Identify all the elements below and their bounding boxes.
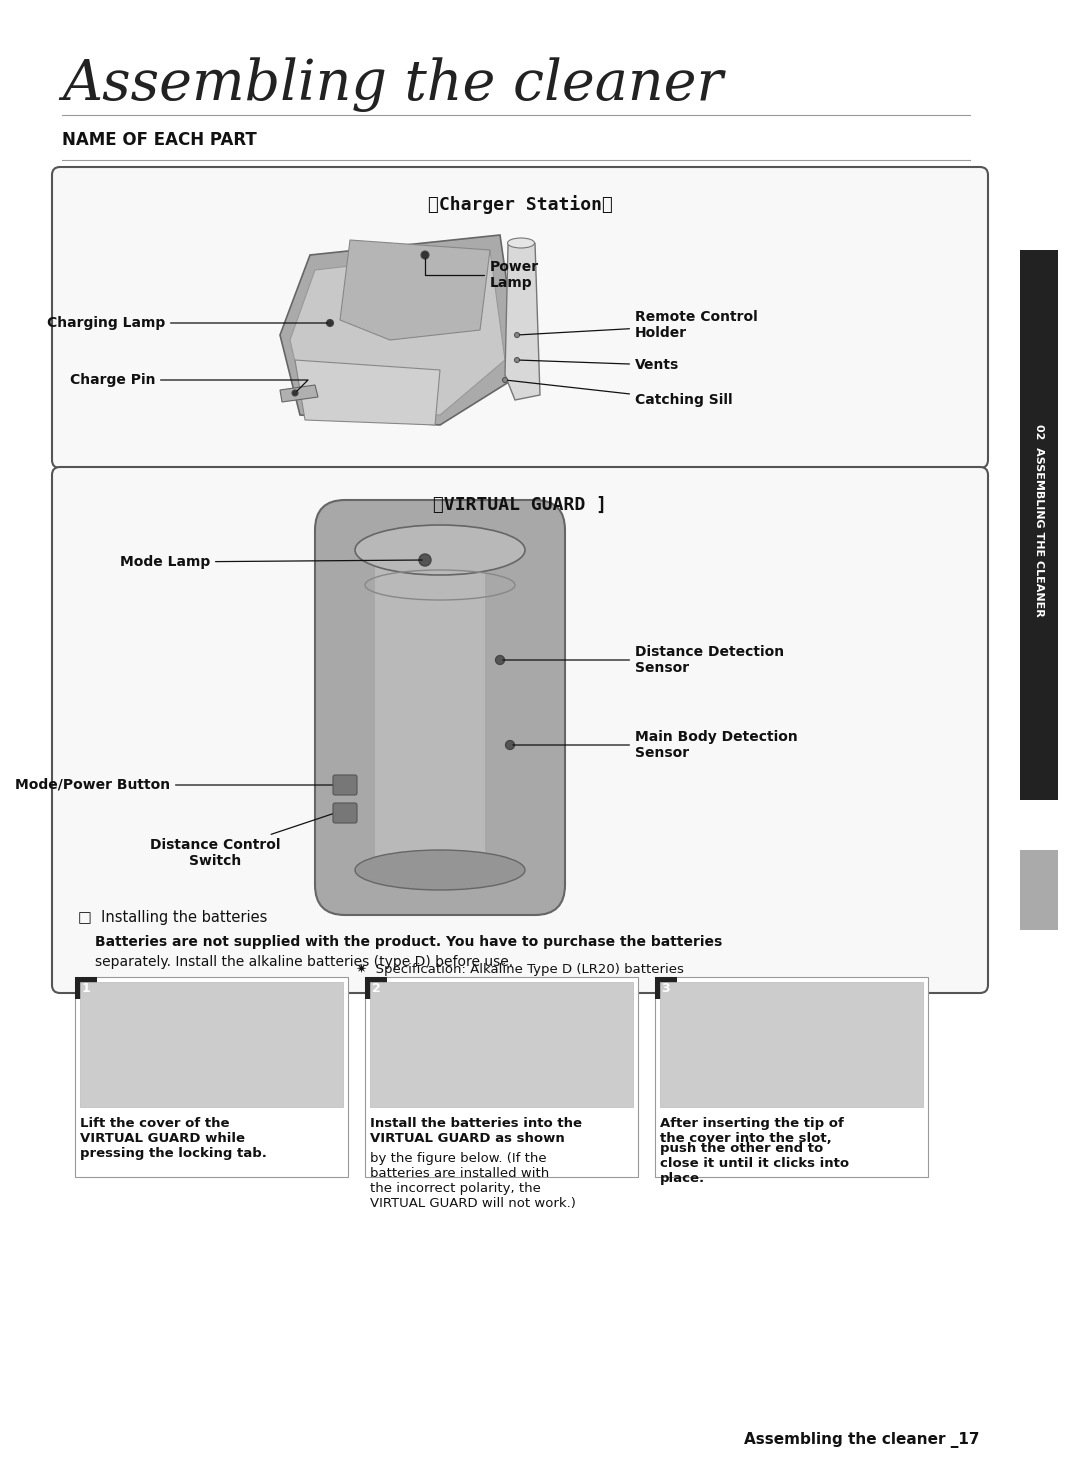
Bar bbox=[75, 977, 97, 999]
Text: Install the batteries into the
VIRTUAL GUARD as shown: Install the batteries into the VIRTUAL G… bbox=[370, 1117, 582, 1145]
Ellipse shape bbox=[514, 358, 519, 363]
Text: Main Body Detection
Sensor: Main Body Detection Sensor bbox=[513, 730, 798, 760]
Text: ⅡCharger StationⅡ: ⅡCharger StationⅡ bbox=[428, 196, 612, 215]
Text: by the figure below. (If the
batteries are installed with
the incorrect polarity: by the figure below. (If the batteries a… bbox=[370, 1152, 576, 1211]
Polygon shape bbox=[340, 240, 490, 341]
Bar bbox=[80, 982, 343, 1107]
Text: Charging Lamp: Charging Lamp bbox=[46, 316, 327, 330]
Ellipse shape bbox=[505, 740, 514, 750]
Text: Distance Control
Switch: Distance Control Switch bbox=[150, 814, 333, 868]
Bar bbox=[1020, 250, 1058, 800]
Text: Assembling the cleaner _17: Assembling the cleaner _17 bbox=[744, 1431, 980, 1447]
Bar bbox=[365, 977, 638, 1177]
Polygon shape bbox=[280, 235, 519, 425]
Text: Distance Detection
Sensor: Distance Detection Sensor bbox=[503, 645, 784, 675]
Text: Vents: Vents bbox=[519, 358, 679, 371]
FancyBboxPatch shape bbox=[333, 803, 357, 823]
Text: ✷  Specification: Alkaline Type D (LR20) batteries: ✷ Specification: Alkaline Type D (LR20) … bbox=[356, 963, 684, 977]
Bar bbox=[654, 977, 677, 999]
Bar bbox=[75, 977, 348, 1177]
Ellipse shape bbox=[514, 332, 519, 338]
Polygon shape bbox=[295, 360, 440, 425]
Text: Remote Control
Holder: Remote Control Holder bbox=[519, 310, 758, 341]
Polygon shape bbox=[505, 243, 540, 401]
Text: Mode/Power Button: Mode/Power Button bbox=[15, 778, 333, 792]
Text: 1: 1 bbox=[82, 981, 91, 994]
Ellipse shape bbox=[355, 849, 525, 890]
Ellipse shape bbox=[496, 655, 504, 665]
Ellipse shape bbox=[419, 554, 431, 566]
Ellipse shape bbox=[355, 525, 525, 575]
Text: Power
Lamp: Power Lamp bbox=[426, 257, 539, 289]
Polygon shape bbox=[280, 385, 318, 402]
FancyBboxPatch shape bbox=[375, 545, 485, 870]
Bar bbox=[1020, 849, 1058, 930]
Text: separately. Install the alkaline batteries (type D) before use.: separately. Install the alkaline batteri… bbox=[95, 955, 513, 969]
Text: Lift the cover of the
VIRTUAL GUARD while
pressing the locking tab.: Lift the cover of the VIRTUAL GUARD whil… bbox=[80, 1117, 267, 1159]
Bar bbox=[370, 982, 633, 1107]
FancyBboxPatch shape bbox=[52, 167, 988, 468]
Text: 2: 2 bbox=[372, 981, 380, 994]
FancyBboxPatch shape bbox=[52, 466, 988, 993]
FancyBboxPatch shape bbox=[315, 500, 565, 915]
Text: Catching Sill: Catching Sill bbox=[508, 380, 732, 406]
Ellipse shape bbox=[326, 320, 334, 326]
Text: Charge Pin: Charge Pin bbox=[69, 373, 308, 390]
Bar bbox=[365, 977, 387, 999]
Text: ⅡVIRTUAL GUARD ]: ⅡVIRTUAL GUARD ] bbox=[433, 496, 607, 515]
Bar bbox=[654, 977, 928, 1177]
Text: 02  ASSEMBLING THE CLEANER: 02 ASSEMBLING THE CLEANER bbox=[1034, 424, 1044, 617]
Text: □  Installing the batteries: □ Installing the batteries bbox=[78, 909, 268, 925]
Text: Batteries are not supplied with the product. You have to purchase the batteries: Batteries are not supplied with the prod… bbox=[95, 936, 723, 949]
Ellipse shape bbox=[421, 251, 429, 259]
Text: NAME OF EACH PART: NAME OF EACH PART bbox=[62, 132, 257, 149]
Ellipse shape bbox=[508, 238, 535, 249]
Text: Mode Lamp: Mode Lamp bbox=[120, 556, 422, 569]
Text: After inserting the tip of
the cover into the slot,: After inserting the tip of the cover int… bbox=[660, 1117, 843, 1145]
Polygon shape bbox=[291, 250, 505, 415]
FancyBboxPatch shape bbox=[333, 775, 357, 795]
Text: push the other end to
close it until it clicks into
place.: push the other end to close it until it … bbox=[660, 1142, 849, 1186]
Text: Assembling the cleaner: Assembling the cleaner bbox=[62, 57, 723, 113]
Bar bbox=[660, 982, 923, 1107]
Ellipse shape bbox=[502, 377, 508, 383]
Text: 3: 3 bbox=[662, 981, 671, 994]
Ellipse shape bbox=[292, 390, 298, 396]
